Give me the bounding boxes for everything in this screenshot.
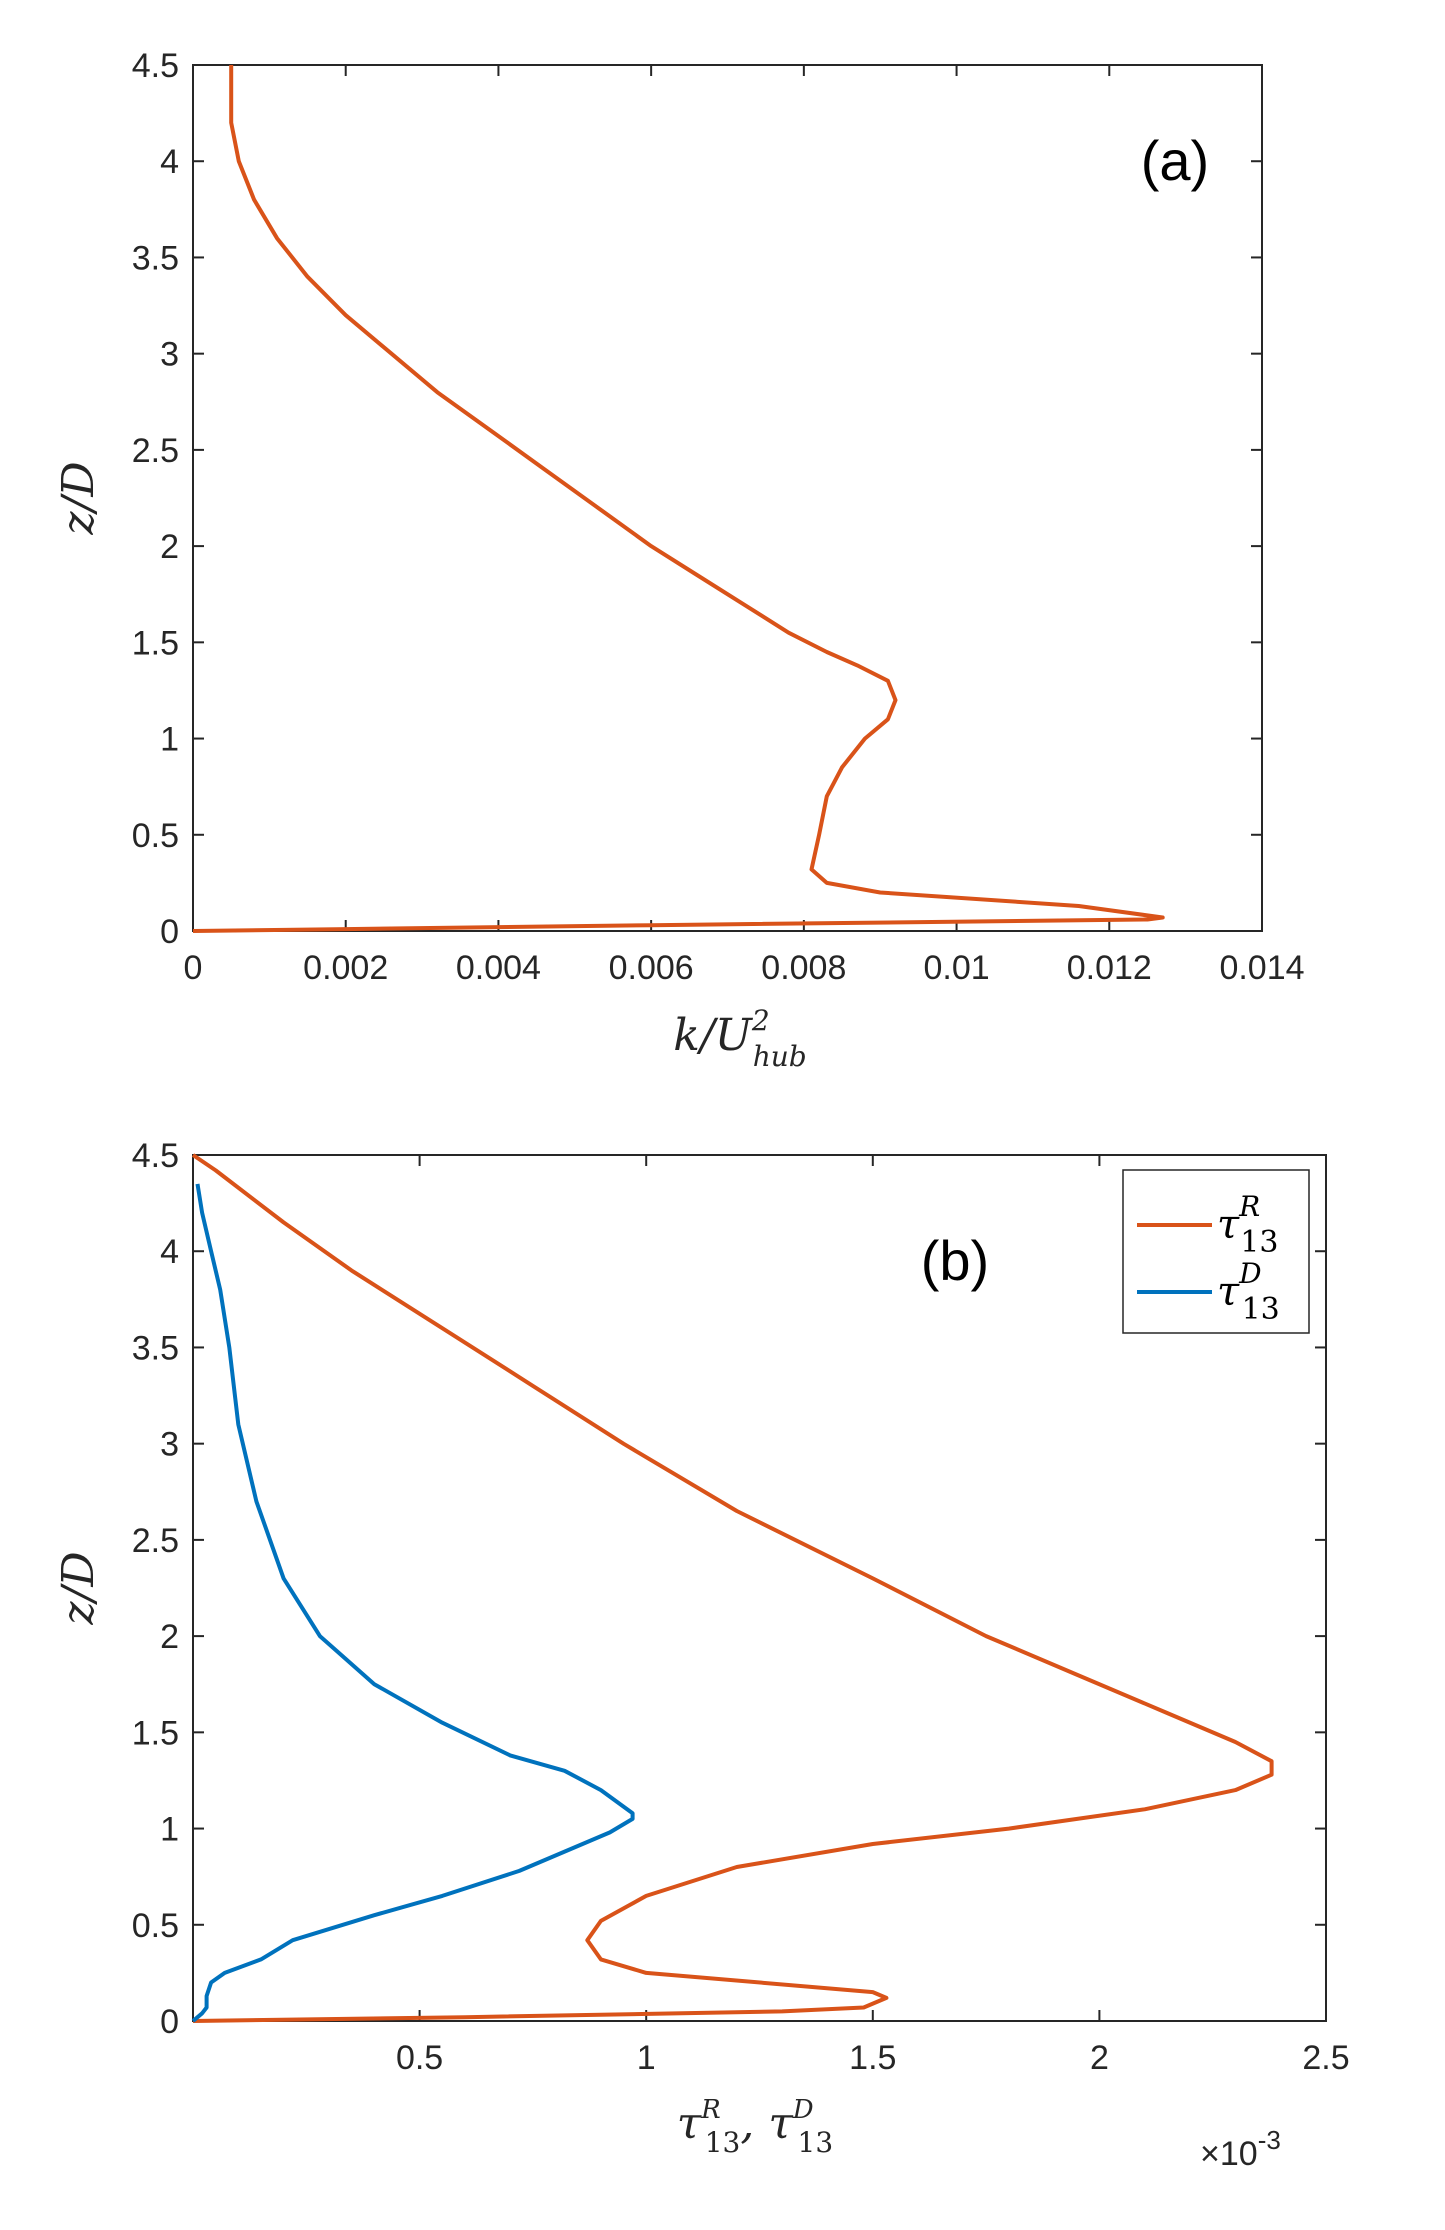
x-tick-label: 0.01 [923,949,989,987]
y-tick-label: 2 [160,528,179,566]
legend: τR 13 τD 13 [1122,1169,1310,1334]
x-tick-label: 0.002 [303,949,388,987]
y-tick-label: 1 [160,1811,179,1849]
x-tick-label: 0.004 [456,949,541,987]
ticks-a: 0 0.002 0.004 0.006 0.008 0.01 0.012 0.014 0 0.5 1… [132,47,1305,987]
y-tick-label: 2 [160,1618,179,1656]
y-tick-label: 4.5 [132,1137,179,1175]
axes-box-a [192,64,1263,932]
y-tick-label: 4 [160,143,179,181]
y-tick-label: 0.5 [132,1907,179,1945]
line-series-k [192,65,1165,933]
y-tick-label: 3 [160,1426,179,1464]
y-axis-label-b: z/D [53,1551,104,1625]
x-tick-label: 1.5 [849,2039,896,2077]
legend-box [1122,1169,1310,1334]
y-tick-label: 2.5 [132,432,179,470]
y-tick-label: 0 [160,2003,179,2041]
y-tick-label: 0 [160,913,179,951]
y-tick-label: 1.5 [132,624,179,662]
y-tick-label: 3.5 [132,1329,179,1367]
x-tick-label: 0.012 [1067,949,1152,987]
y-tick-label: 0.5 [132,817,179,855]
line-series-tau-d13 [191,1183,635,2023]
panel-b: 0.5 1 1.5 2 2.5 0 0.5 1 1.5 2 2.5 3 3.5 4 4.5 (b) τR 13… [53,1137,1350,2173]
x-tick-label: 1 [637,2039,656,2077]
y-tick-label: 4.5 [132,47,179,85]
y-axis-label-a: z/D [53,461,104,535]
x-tick-label: 2.5 [1302,2039,1349,2077]
panel-label-a: (a) [1141,129,1209,192]
panel-a: 0 0.002 0.004 0.006 0.008 0.01 0.012 0.014 0 0.5 1… [53,47,1305,1073]
panel-label-b: (b) [921,1229,989,1292]
x-tick-label: 0.014 [1219,949,1304,987]
ticks-b: 0.5 1 1.5 2 2.5 0 0.5 1 1.5 2 2.5 3 3.5 4 4.5 [132,1137,1350,2077]
line-series-tau-r13 [191,1153,1274,2023]
y-tick-label: 2.5 [132,1522,179,1560]
y-tick-label: 1 [160,721,179,759]
x-tick-label: 0 [184,949,203,987]
y-tick-label: 3.5 [132,239,179,277]
y-tick-label: 4 [160,1233,179,1271]
y-tick-label: 3 [160,336,179,374]
x-tick-label: 0.5 [396,2039,443,2077]
x-axis-label-b: τR 13, τD 13 [677,2095,833,2159]
x-tick-label: 0.006 [609,949,694,987]
x-axis-exponent-b: ×10-3 [1200,2125,1281,2173]
x-tick-label: 0.008 [761,949,846,987]
x-axis-label-a: k/U2 hub [673,1004,806,1073]
y-tick-label: 1.5 [132,1714,179,1752]
x-tick-label: 2 [1090,2039,1109,2077]
